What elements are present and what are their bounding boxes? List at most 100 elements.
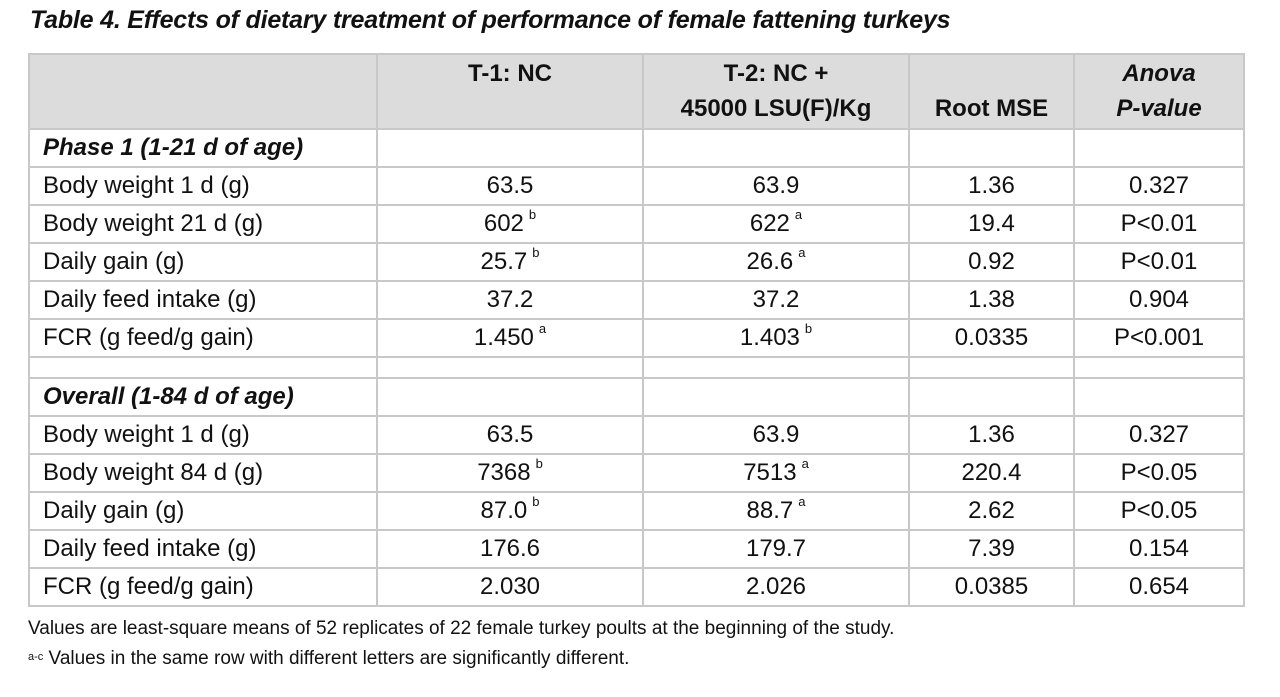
- root-mse-value: 1.38: [908, 280, 1075, 320]
- p-value: P<0.01: [1073, 242, 1245, 282]
- table-row: FCR (g feed/g gain) 2.030 2.026 0.0385 0.654: [28, 567, 1245, 607]
- t2-value: 1.403 b: [642, 318, 910, 358]
- empty-cell: [1073, 377, 1245, 417]
- t2-value: 88.7 a: [642, 491, 910, 531]
- p-value-text: P<0.001: [1113, 324, 1205, 351]
- t2-value: 7513 a: [642, 453, 910, 493]
- results-table-phase1: T-1: NC T-2: NC + 45000 LSU(F)/Kg Root M…: [28, 53, 1245, 382]
- significance-letter: b: [532, 494, 540, 509]
- table-row: Body weight 1 d (g) 63.5 63.9 1.36 0.327: [28, 415, 1245, 455]
- header-anova-line1: Anova: [1122, 60, 1196, 87]
- p-value: 0.904: [1073, 280, 1245, 320]
- t1-value-text: 87.0: [480, 497, 528, 524]
- results-table-overall: Overall (1-84 d of age) Body weight 1 d …: [28, 371, 1245, 607]
- section-label: Phase 1 (1-21 d of age): [28, 128, 378, 168]
- significance-letter: a: [798, 245, 806, 260]
- root-mse-value-text: 19.4: [968, 210, 1015, 237]
- t2-value-text: 26.6: [746, 248, 794, 275]
- note-line-1: Values are least-square means of 52 repl…: [28, 618, 895, 639]
- table-row: Body weight 1 d (g) 63.5 63.9 1.36 0.327: [28, 166, 1245, 206]
- t1-value: 176.6: [376, 529, 644, 569]
- significance-letter: b: [535, 456, 543, 471]
- t1-value-text: 7368: [477, 459, 531, 486]
- section-row: Overall (1-84 d of age): [28, 377, 1245, 417]
- t1-value: 87.0 b: [376, 491, 644, 531]
- p-value-text: P<0.01: [1120, 248, 1198, 275]
- t2-value: 2.026: [642, 567, 910, 607]
- empty-cell: [642, 377, 910, 417]
- t2-value-text: 179.7: [745, 535, 807, 562]
- row-label: Body weight 1 d (g): [28, 166, 378, 206]
- p-value: P<0.01: [1073, 204, 1245, 244]
- significance-letter: a: [538, 321, 547, 336]
- header-anova: Anova P-value: [1073, 53, 1245, 130]
- header-root-mse: Root MSE: [908, 53, 1075, 130]
- row-label: Body weight 1 d (g): [28, 415, 378, 455]
- row-label-text: FCR (g feed/g gain): [43, 324, 254, 351]
- row-label-text: Daily feed intake (g): [43, 535, 257, 562]
- t2-value: 622 a: [642, 204, 910, 244]
- p-value: 0.327: [1073, 415, 1245, 455]
- row-label: FCR (g feed/g gain): [28, 567, 378, 607]
- p-value-text: P<0.05: [1120, 459, 1198, 486]
- significance-letter: b: [532, 245, 540, 260]
- row-label-text: Body weight 1 d (g): [43, 172, 250, 199]
- root-mse-value: 19.4: [908, 204, 1075, 244]
- row-label-text: Body weight 1 d (g): [43, 421, 250, 448]
- empty-cell: [1073, 371, 1245, 379]
- row-label-text: Daily feed intake (g): [43, 286, 257, 313]
- empty-cell: [642, 128, 910, 168]
- p-value-text: 0.904: [1128, 286, 1190, 313]
- root-mse-value-text: 1.36: [968, 172, 1015, 199]
- t1-value-text: 63.5: [486, 172, 534, 199]
- t2-value-text: 1.403: [739, 324, 800, 351]
- empty-cell: [28, 371, 378, 379]
- significance-letter: a: [798, 494, 806, 509]
- spacer-row: [28, 371, 1245, 379]
- significance-letter: b: [528, 207, 537, 222]
- row-label-text: Daily gain (g): [43, 497, 185, 524]
- t2-value-text: 63.9: [752, 421, 800, 448]
- row-label: Body weight 84 d (g): [28, 453, 378, 493]
- table-row: Body weight 21 d (g) 602 b 622 a 19.4 P<0.01: [28, 204, 1245, 244]
- header-t2-line1: T-2: NC +: [723, 60, 829, 87]
- root-mse-value: 0.0335: [908, 318, 1075, 358]
- row-label: Daily feed intake (g): [28, 529, 378, 569]
- row-label: Body weight 21 d (g): [28, 204, 378, 244]
- p-value-text: 0.327: [1128, 421, 1190, 448]
- p-value: 0.654: [1073, 567, 1245, 607]
- t1-value: 7368 b: [376, 453, 644, 493]
- root-mse-value: 2.62: [908, 491, 1075, 531]
- t1-value-text: 37.2: [486, 286, 534, 313]
- t1-value: 25.7 b: [376, 242, 644, 282]
- t1-value-text: 176.6: [479, 535, 541, 562]
- t1-value: 1.450 a: [376, 318, 644, 358]
- t2-value: 26.6 a: [642, 242, 910, 282]
- p-value: 0.154: [1073, 529, 1245, 569]
- t2-value-text: 7513: [743, 459, 797, 486]
- t1-value: 63.5: [376, 415, 644, 455]
- note-superscript: a-c: [28, 651, 44, 663]
- significance-letter: a: [794, 207, 803, 222]
- table-notes: Values are least-square means of 52 repl…: [28, 614, 894, 674]
- root-mse-value-text: 0.0335: [954, 324, 1029, 351]
- root-mse-value: 0.0385: [908, 567, 1075, 607]
- t2-value: 63.9: [642, 166, 910, 206]
- root-mse-value: 1.36: [908, 415, 1075, 455]
- row-label: FCR (g feed/g gain): [28, 318, 378, 358]
- row-label-text: Body weight 84 d (g): [43, 459, 264, 486]
- table-row: Daily feed intake (g) 37.2 37.2 1.38 0.904: [28, 280, 1245, 320]
- note-line-2-text: Values in the same row with different le…: [43, 648, 630, 669]
- root-mse-value-text: 0.92: [968, 248, 1015, 275]
- p-value: P<0.001: [1073, 318, 1245, 358]
- row-label: Daily gain (g): [28, 491, 378, 531]
- t1-value-text: 2.030: [479, 573, 541, 600]
- p-value-text: 0.154: [1128, 535, 1190, 562]
- root-mse-value: 220.4: [908, 453, 1075, 493]
- empty-cell: [908, 128, 1075, 168]
- table-row: FCR (g feed/g gain) 1.450 a 1.403 b 0.0335 P<0…: [28, 318, 1245, 358]
- t2-value-text: 63.9: [752, 172, 800, 199]
- p-value: P<0.05: [1073, 453, 1245, 493]
- table-row: Daily gain (g) 87.0 b 88.7 a 2.62 P<0.05: [28, 491, 1245, 531]
- t1-value: 37.2: [376, 280, 644, 320]
